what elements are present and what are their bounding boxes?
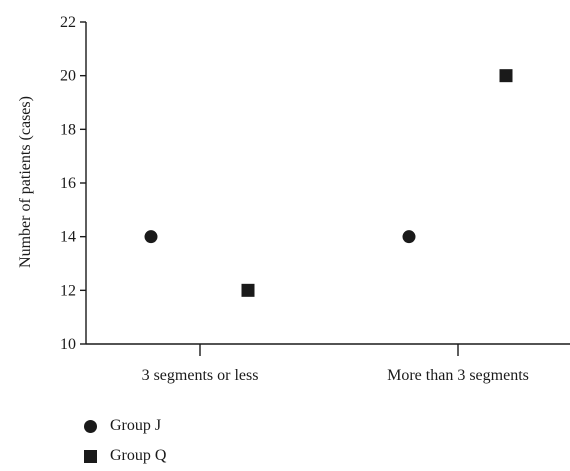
y-tick-label: 18 <box>60 121 76 138</box>
y-axis: 10 12 14 16 18 20 22 <box>60 14 87 353</box>
square-marker-icon <box>84 449 97 463</box>
data-points <box>144 69 513 297</box>
data-point-square <box>241 283 255 297</box>
legend: Group J Group Q <box>84 411 166 471</box>
x-category-label: 3 segments or less <box>142 367 259 384</box>
y-tick-label: 10 <box>60 336 76 353</box>
data-point-square <box>499 69 513 83</box>
y-axis-title: Number of patients (cases) <box>17 96 34 268</box>
legend-label-group-q: Group Q <box>110 447 167 464</box>
x-category-label: More than 3 segments <box>387 367 529 384</box>
y-tick-label: 14 <box>60 229 76 246</box>
y-tick-label: 16 <box>60 175 76 192</box>
y-tick-label: 20 <box>60 68 76 85</box>
x-axis: 3 segments or less More than 3 segments <box>86 343 570 384</box>
legend-item-group-j: Group J <box>84 411 166 441</box>
data-point-circle <box>144 230 158 244</box>
legend-item-group-q: Group Q <box>84 441 166 471</box>
y-tick-label: 12 <box>60 282 76 299</box>
circle-marker-icon <box>84 419 97 433</box>
legend-label-group-j: Group J <box>110 417 162 434</box>
data-point-circle <box>402 230 416 244</box>
scatter-chart: 10 12 14 16 18 20 22 3 segments or less More th… <box>17 14 570 384</box>
y-tick-label: 22 <box>60 14 76 31</box>
